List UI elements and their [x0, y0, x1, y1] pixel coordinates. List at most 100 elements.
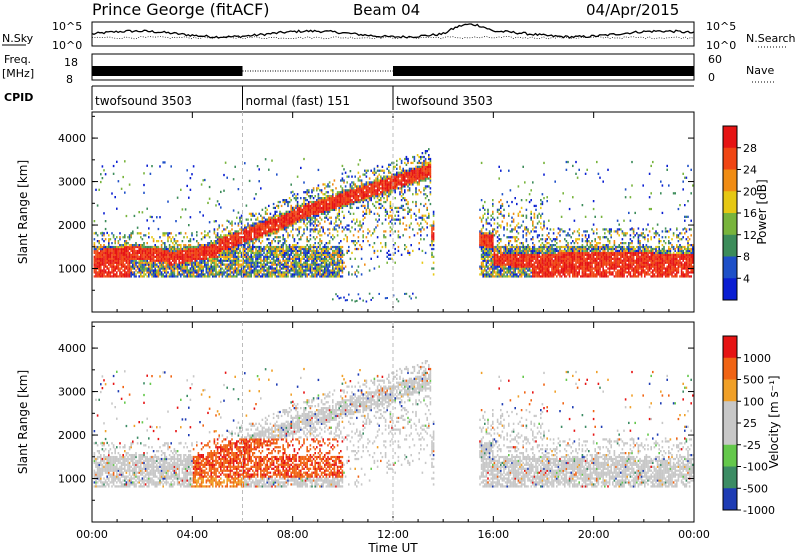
power-cell [408, 179, 411, 182]
power-cell [200, 261, 203, 264]
power-cell [340, 204, 342, 208]
power-cell [130, 259, 132, 262]
power-cell [360, 187, 363, 190]
power-cell [250, 230, 252, 233]
power-cell [343, 189, 345, 192]
power-cell [420, 228, 422, 231]
power-cell [200, 238, 203, 241]
power-cell [264, 228, 267, 231]
power-cell [320, 191, 323, 194]
power-cell [133, 259, 136, 262]
power-cell [186, 259, 188, 262]
power-cell [284, 228, 286, 231]
power-cell [223, 269, 225, 272]
power-cell [208, 221, 211, 224]
power-cell [266, 226, 268, 229]
power-cell [250, 228, 252, 231]
power-cell [98, 275, 100, 278]
power-cell [104, 263, 107, 266]
power-cell [384, 191, 387, 194]
power-cell [314, 238, 316, 241]
power-cell [124, 249, 126, 253]
power-cell [309, 200, 312, 204]
power-cell [421, 177, 424, 180]
power-cell [176, 267, 179, 270]
power-cell [351, 187, 353, 190]
power-cell [372, 171, 374, 174]
power-cell [287, 210, 289, 213]
power-cell [298, 220, 300, 223]
power-cell [320, 261, 323, 264]
power-cell [359, 244, 361, 247]
power-cell [300, 220, 302, 223]
power-cell [207, 273, 209, 276]
power-cell [421, 216, 424, 219]
power-cell [343, 199, 345, 202]
power-cell [383, 187, 385, 190]
power-cell [362, 193, 364, 196]
power-cell [124, 271, 126, 274]
power-cell [506, 228, 508, 231]
power-cell [277, 253, 280, 256]
power-cell [396, 159, 398, 163]
power-cell [160, 263, 163, 266]
power-cell [109, 257, 112, 260]
power-cell [312, 273, 315, 276]
power-cell [359, 297, 361, 300]
power-cell [298, 249, 300, 253]
power-cell [168, 259, 171, 262]
power-cell [351, 265, 353, 268]
power-cell [325, 216, 328, 219]
power-cell [375, 195, 377, 198]
power-cell [159, 255, 161, 258]
power-cell [300, 210, 302, 213]
power-cell [133, 257, 136, 260]
power-cell [301, 245, 304, 249]
power-cell [336, 224, 339, 227]
power-cell [485, 269, 488, 272]
power-cell [508, 204, 510, 208]
power-cell [300, 275, 302, 278]
power-cell [300, 249, 302, 253]
power-cell [426, 175, 428, 178]
power-cell [386, 185, 388, 188]
power-cell [191, 269, 193, 272]
power-cell [240, 228, 243, 231]
power-cell [288, 253, 291, 256]
power-cell [282, 236, 284, 239]
power-cell [159, 261, 161, 264]
power-cell [269, 265, 272, 268]
power-cell [109, 245, 112, 249]
power-cell [314, 220, 316, 223]
power-cell [104, 257, 107, 260]
power-cell [255, 247, 257, 251]
power-cell [383, 185, 385, 188]
power-cell [258, 222, 260, 225]
power-cell [112, 172, 115, 175]
power-cell [167, 234, 169, 237]
power-cell [325, 204, 328, 208]
power-cell [207, 232, 209, 235]
power-cell [135, 265, 137, 268]
power-cell [103, 267, 105, 270]
power-cell [221, 242, 224, 245]
power-cell [229, 234, 232, 237]
power-cell [428, 157, 430, 161]
power-cell [252, 224, 254, 227]
power-cell [272, 263, 275, 266]
power-cell [317, 257, 320, 260]
power-cell [232, 253, 235, 256]
power-cell [325, 210, 328, 213]
power-cell [482, 263, 484, 266]
power-cell [351, 251, 353, 255]
power-cell [176, 247, 179, 251]
power-cell [360, 179, 363, 182]
power-cell [120, 267, 123, 270]
power-cell [128, 261, 131, 264]
power-cell [295, 267, 297, 270]
power-cell [196, 257, 198, 260]
power-cell [324, 216, 326, 219]
power-cell [392, 181, 395, 184]
power-cell [492, 204, 494, 208]
power-cell [386, 297, 388, 299]
